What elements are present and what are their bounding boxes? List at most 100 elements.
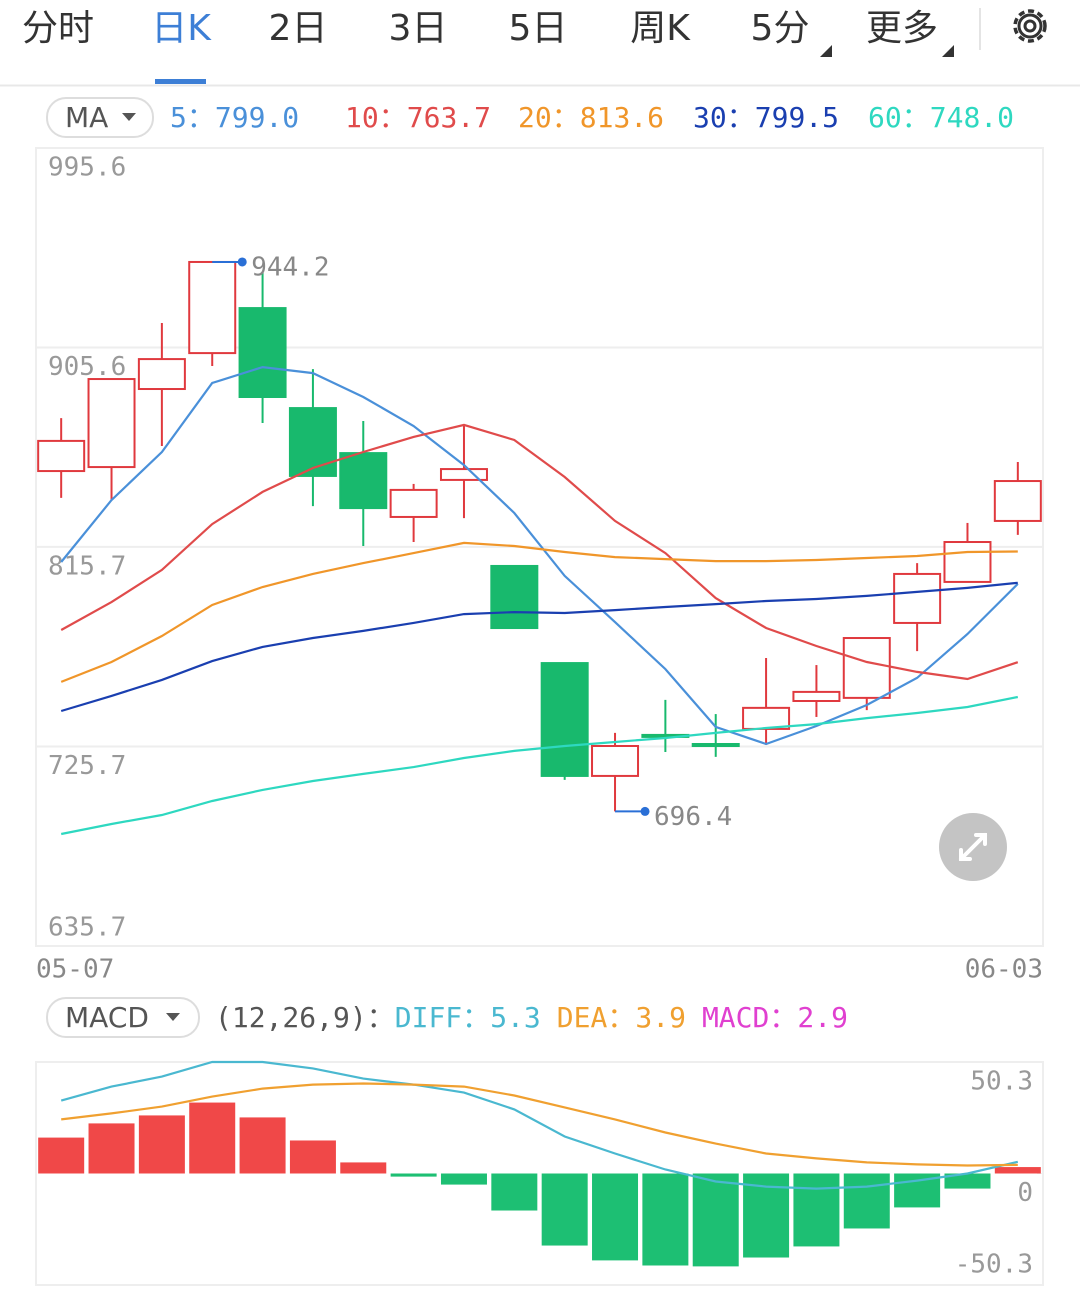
legend-value: 813.6 (580, 101, 664, 134)
macd-bar (692, 1173, 739, 1267)
candle-body (691, 743, 740, 748)
macd-bar (642, 1173, 689, 1266)
macd-line (60, 1060, 1019, 1190)
tab[interactable]: 2日 (269, 8, 328, 49)
legend-value: 748.0 (930, 101, 1014, 134)
candle-body (591, 745, 640, 777)
legend-value: 5.3 (490, 1001, 541, 1034)
candle-body (389, 488, 438, 518)
legend-separator: ： (769, 1001, 797, 1034)
indicator-label: MA (65, 101, 108, 134)
macd-dropdown[interactable] (46, 997, 200, 1038)
ma-dropdown[interactable] (46, 97, 154, 138)
candle-body (842, 637, 891, 699)
candle-body (137, 358, 186, 391)
legend-entry: 5：799.0 (170, 101, 299, 134)
gear-body (1017, 13, 1043, 39)
legend-name: 20 (518, 101, 552, 134)
macd-params: (12,26,9) (215, 1001, 367, 1034)
y-tick-label: -50.3 (955, 1250, 1033, 1280)
macd-bar (944, 1173, 991, 1189)
candle-body (87, 378, 136, 469)
settings-button[interactable] (1013, 9, 1047, 43)
legend-separator: ： (552, 101, 580, 134)
candle-body (339, 452, 388, 510)
tab[interactable]: 周K (630, 8, 691, 49)
min-label: 696.4 (654, 802, 732, 832)
macd-bar (88, 1123, 135, 1174)
legend-name: MACD (702, 1001, 769, 1034)
macd-bar (592, 1173, 639, 1261)
y-tick-label: 725.7 (48, 751, 126, 781)
macd-bar (189, 1102, 236, 1174)
legend-name: DEA (557, 1001, 608, 1034)
indicator-label: MACD (65, 1001, 149, 1034)
legend-name: 60 (868, 101, 902, 134)
max-marker-dot (237, 257, 247, 267)
tab[interactable]: 5分 (751, 8, 810, 49)
ma-line (60, 423, 1019, 681)
active-tab-underline (155, 79, 206, 84)
x-tick-label: 06-03 (965, 955, 1043, 985)
tab[interactable]: 3日 (389, 8, 448, 49)
legend-separator: ： (187, 101, 215, 134)
tab[interactable]: 分时 (22, 8, 94, 49)
fullscreen-icon (959, 833, 987, 861)
y-tick-label: 905.6 (48, 352, 126, 382)
tab[interactable]: 5日 (509, 8, 568, 49)
ma-line (60, 581, 1018, 713)
dropdown-arrow (166, 1013, 180, 1021)
macd-bar (994, 1167, 1041, 1174)
legend-separator: ： (367, 1001, 395, 1034)
macd-bar (239, 1117, 286, 1174)
tab[interactable]: 更多 (866, 8, 938, 49)
y-tick-label: 635.7 (48, 913, 126, 943)
macd-bar (440, 1173, 487, 1185)
candle-body (792, 690, 841, 702)
legend-separator: ： (607, 1001, 635, 1034)
legend-name: DIFF (395, 1001, 462, 1034)
y-tick-label: 50.3 (970, 1067, 1033, 1097)
ma-line (60, 541, 1018, 683)
macd-bar (289, 1140, 336, 1174)
candle-body (993, 480, 1042, 522)
ma-line (60, 365, 1019, 746)
macd-bar (843, 1173, 890, 1229)
macd-bar (491, 1173, 538, 1211)
candle-body (37, 439, 86, 473)
candle-body (943, 541, 992, 583)
macd-bar (390, 1173, 437, 1177)
legend-entry: 20：813.6 (518, 101, 664, 134)
legend-separator: ： (902, 101, 930, 134)
legend-name: 30 (693, 101, 727, 134)
candle-body (188, 260, 237, 355)
legend-name: 10 (345, 101, 379, 134)
macd-bar (138, 1115, 185, 1174)
legend-value: 763.7 (407, 101, 491, 134)
max-label: 944.2 (251, 252, 329, 282)
gear-hole (1023, 19, 1037, 33)
dropdown-arrow (122, 113, 136, 121)
candle-body (288, 407, 337, 477)
macd-line (61, 1082, 1018, 1167)
candle-body (490, 564, 539, 630)
legend-value: 799.5 (755, 101, 839, 134)
legend-value: 3.9 (635, 1001, 686, 1034)
tab-dropdown-mark (820, 45, 832, 57)
legend-entry: 30：799.5 (693, 101, 839, 134)
gear-teeth (1013, 9, 1047, 43)
candle-body (893, 572, 942, 624)
legend-separator: ： (727, 101, 755, 134)
candle-body (439, 468, 488, 481)
macd-bar (541, 1173, 588, 1246)
tab[interactable]: 日K (151, 8, 212, 49)
macd-bar (793, 1173, 840, 1247)
y-tick-label: 995.6 (48, 153, 126, 183)
legend-name: 5 (170, 101, 187, 134)
macd-bar (340, 1162, 387, 1174)
fullscreen-button[interactable] (939, 813, 1007, 881)
macd-bar (38, 1137, 85, 1174)
